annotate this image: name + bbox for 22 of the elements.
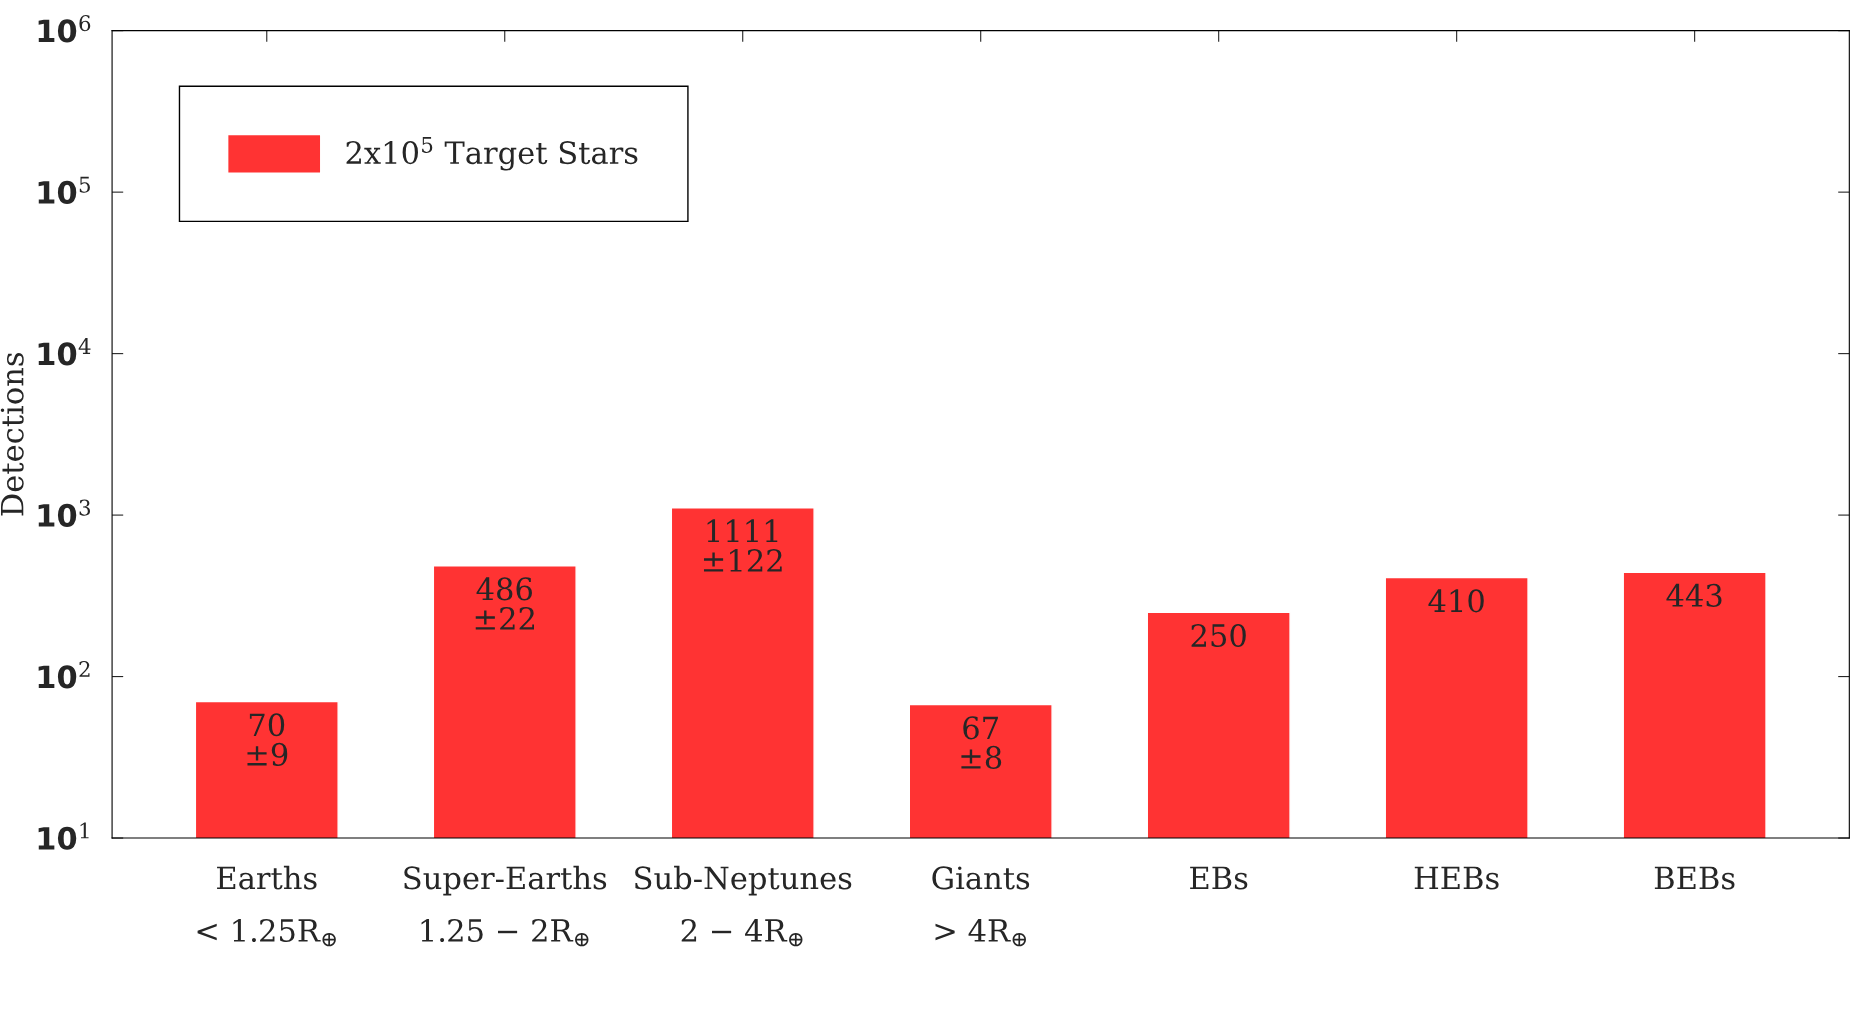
data-label: 250	[1191, 623, 1246, 648]
x-tick-label: Sub-Neptunes 2 − 4R$_{⊕}$	[635, 865, 852, 947]
y-tick-label: 10$^{4}$	[38, 338, 91, 366]
y-tick-label: 10$^{5}$	[38, 176, 90, 204]
legend-label: 2x10$^{5}$ Target Stars	[346, 137, 638, 171]
x-tick-label: BEBs	[1654, 866, 1735, 890]
data-label: 486 ±22	[475, 577, 534, 630]
y-axis-title: Detections	[0, 352, 24, 516]
x-tick-label: HEBs	[1414, 866, 1499, 890]
data-label: 410	[1428, 589, 1484, 613]
x-tick-label: Earths < 1.25R$_{⊕}$	[197, 865, 336, 947]
data-label: 443	[1666, 583, 1722, 607]
y-tick-label: 10$^{1}$	[38, 822, 89, 850]
y-tick-label: 10$^{3}$	[38, 499, 91, 527]
x-tick-label: EBs	[1190, 866, 1248, 890]
x-tick-label: Super-Earths 1.25 − 2R$_{⊕}$	[404, 865, 607, 947]
data-label: 67 ±8	[961, 716, 1002, 769]
data-label: 1111 ±122	[704, 519, 782, 572]
data-label: 70 ±9	[247, 713, 288, 766]
y-tick-label: 10$^{2}$	[38, 660, 90, 689]
y-tick-label: 10$^{6}$	[38, 15, 91, 43]
x-tick-label: Giants > 4R$_{⊕}$	[932, 866, 1030, 947]
